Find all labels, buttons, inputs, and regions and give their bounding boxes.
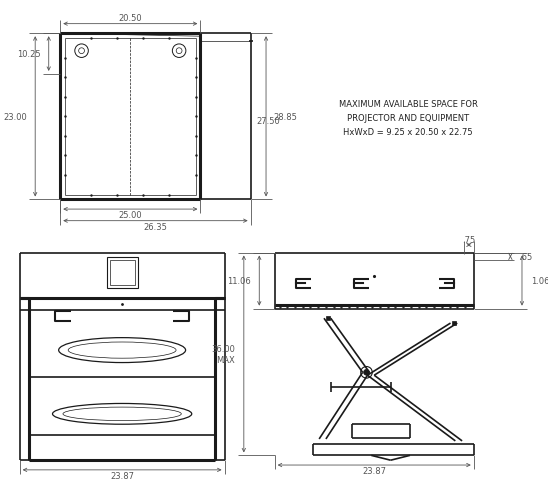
Circle shape (363, 369, 369, 375)
Text: 25.00: 25.00 (118, 211, 142, 220)
Text: 23.00: 23.00 (4, 113, 27, 122)
Text: 26.35: 26.35 (144, 223, 167, 231)
Text: 20.50: 20.50 (118, 14, 142, 23)
Text: 36.00
MAX: 36.00 MAX (211, 345, 235, 364)
Bar (107, 258, 138, 289)
Text: 28.85: 28.85 (274, 113, 298, 122)
Text: MAXIMUM AVAILABLE SPACE FOR
PROJECTOR AND EQUIPMENT
HxWxD = 9.25 x 20.50 x 22.75: MAXIMUM AVAILABLE SPACE FOR PROJECTOR AN… (339, 100, 477, 137)
Text: .65: .65 (519, 252, 532, 262)
Text: .75: .75 (462, 235, 476, 244)
Text: 23.87: 23.87 (110, 471, 134, 480)
Text: 1.06: 1.06 (530, 277, 548, 285)
Text: 11.06: 11.06 (227, 277, 250, 285)
Bar (110, 261, 135, 286)
Text: 27.50: 27.50 (256, 117, 280, 125)
Text: 23.87: 23.87 (362, 467, 386, 475)
Text: 10.25: 10.25 (18, 50, 41, 59)
